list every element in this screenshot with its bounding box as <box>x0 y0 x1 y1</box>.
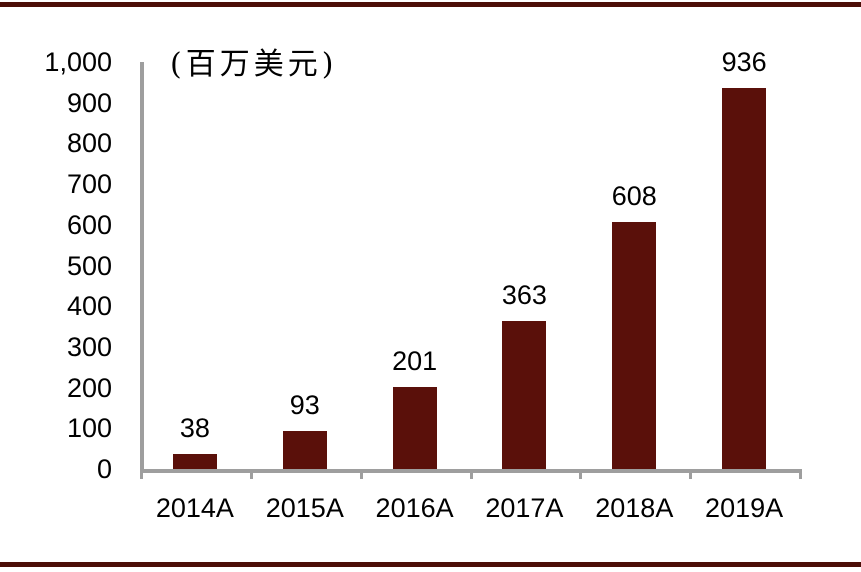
bar-2015A <box>282 431 327 469</box>
bar-2016A <box>392 387 437 469</box>
bottom-rule <box>0 562 861 567</box>
bar-value-label: 201 <box>392 346 438 376</box>
y-axis-tick-label: 800 <box>66 128 112 159</box>
x-axis-tick <box>799 469 802 479</box>
bar-2014A <box>172 454 217 469</box>
x-axis-category-label: 2014A <box>155 493 234 523</box>
y-axis-tick-label: 200 <box>66 372 112 403</box>
y-axis-tick-label: 100 <box>66 413 112 444</box>
x-axis-category-label: 2016A <box>375 493 454 523</box>
bar-value-label: 608 <box>611 181 657 211</box>
y-axis-tick-label: 500 <box>66 250 112 281</box>
x-axis-tick <box>579 469 583 479</box>
y-axis-tick-label: 600 <box>66 209 112 240</box>
bar-2017A <box>502 321 547 469</box>
y-axis-tick-label: 900 <box>66 87 112 118</box>
bar-value-label: 93 <box>289 390 320 420</box>
x-axis-category-label: 2015A <box>265 493 344 523</box>
y-axis-tick-label: 700 <box>66 169 112 200</box>
y-axis-line <box>140 62 144 473</box>
y-axis-tick-label: 0 <box>96 454 112 484</box>
x-axis-tick <box>689 469 693 479</box>
x-axis-category-label: 2017A <box>485 493 564 523</box>
bar-value-label: 38 <box>179 413 210 443</box>
x-axis-category-label: 2019A <box>705 493 784 523</box>
bar-2019A <box>722 88 767 469</box>
bar-value-label: 936 <box>721 47 767 77</box>
y-axis-tick-label: 300 <box>66 331 112 362</box>
x-axis-tick <box>249 469 253 479</box>
x-axis-tick <box>469 469 473 479</box>
axis-unit-label: (百万美元) <box>170 47 338 82</box>
top-rule <box>0 2 861 7</box>
x-axis-tick <box>359 469 363 479</box>
bar-value-label: 363 <box>501 280 547 310</box>
bar-2018A <box>612 222 657 469</box>
x-axis-tick <box>140 469 143 479</box>
y-axis-tick-label: 400 <box>66 291 112 322</box>
x-axis-category-label: 2018A <box>595 493 674 523</box>
y-axis-tick-label: 1,000 <box>44 47 112 77</box>
